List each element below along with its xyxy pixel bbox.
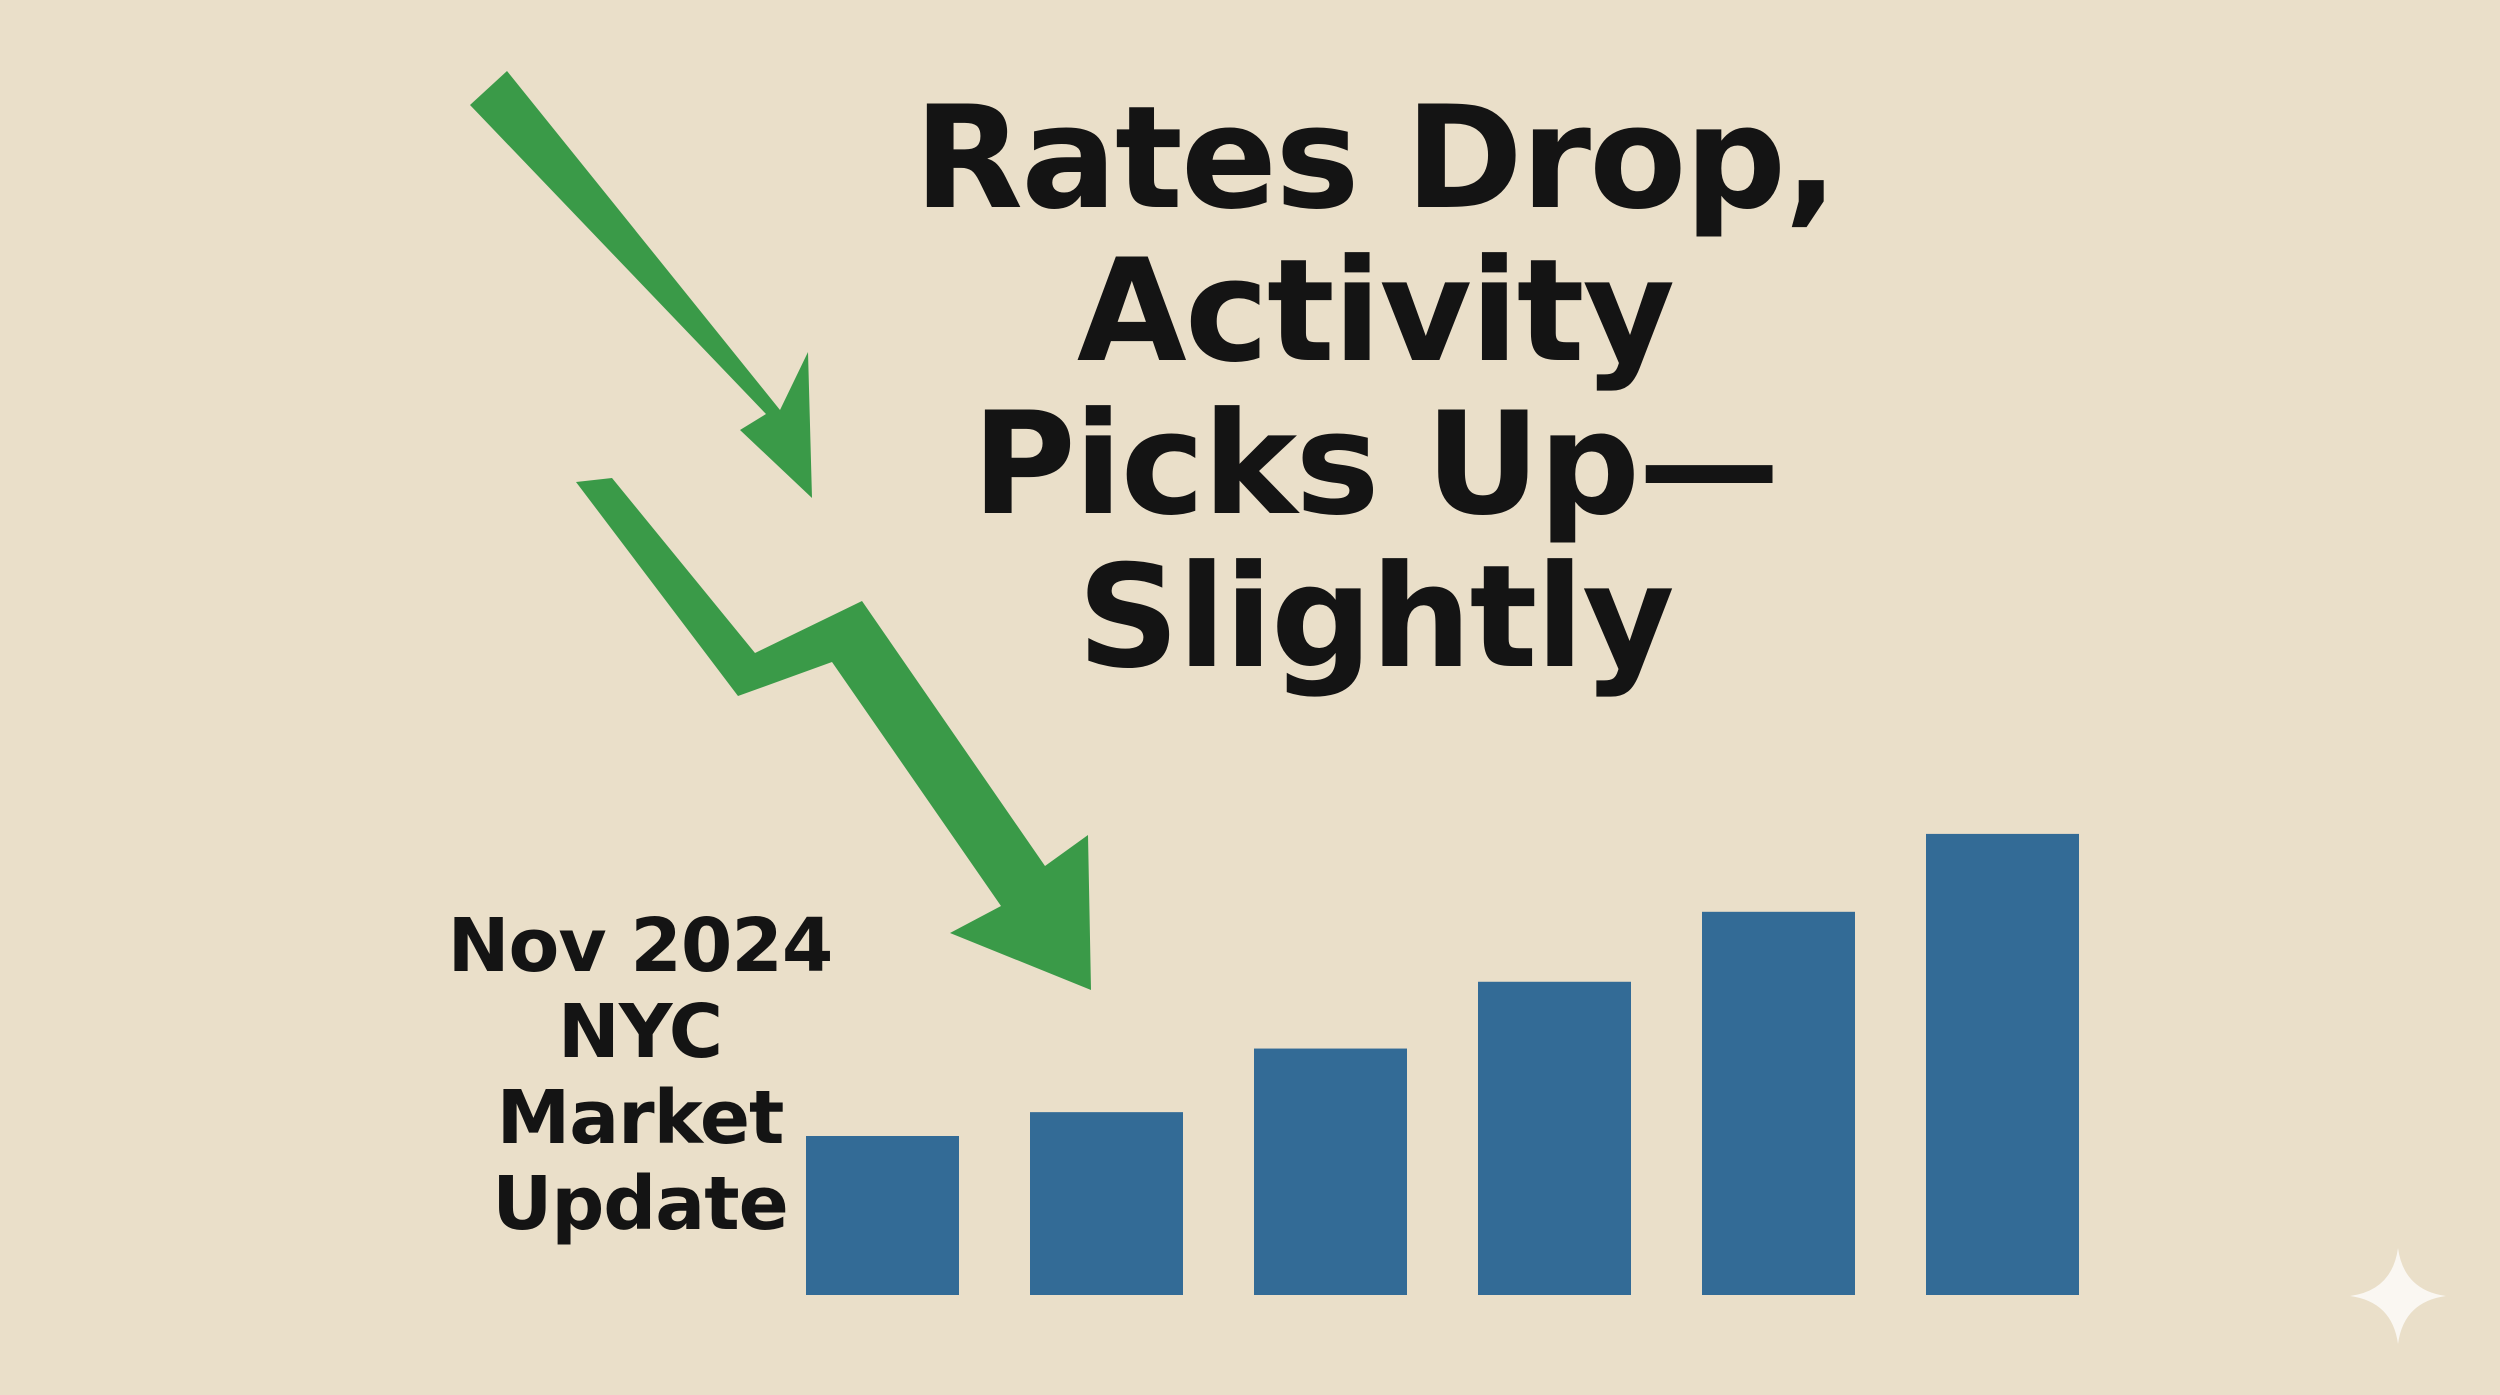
bar-2 xyxy=(1030,1112,1183,1295)
bar-5 xyxy=(1702,911,1855,1295)
subtitle-line-3: Market xyxy=(496,1075,785,1161)
arrow-down-right-icon xyxy=(470,71,812,498)
bar-3 xyxy=(1254,1048,1407,1295)
headline-line-4: Slightly xyxy=(1077,535,1674,700)
headline-line-2: Activity xyxy=(1076,229,1675,394)
bar-1 xyxy=(806,1136,959,1295)
headline-line-3: Picks Up— xyxy=(971,382,1780,547)
headline: Rates Drop, Activity Picks Up— Slightly xyxy=(700,82,2050,694)
subtitle-line-2: NYC xyxy=(557,989,723,1075)
headline-line-1: Rates Drop, xyxy=(913,76,1838,241)
subtitle: Nov 2024 NYC Market Update xyxy=(430,903,850,1247)
zigzag-arrow-down-icon xyxy=(576,478,1091,990)
subtitle-line-1: Nov 2024 xyxy=(447,903,834,989)
subtitle-line-4: Update xyxy=(492,1161,789,1247)
sparkle-icon xyxy=(2350,1248,2446,1344)
bar-4 xyxy=(1478,981,1631,1295)
bar-6 xyxy=(1926,833,2079,1295)
